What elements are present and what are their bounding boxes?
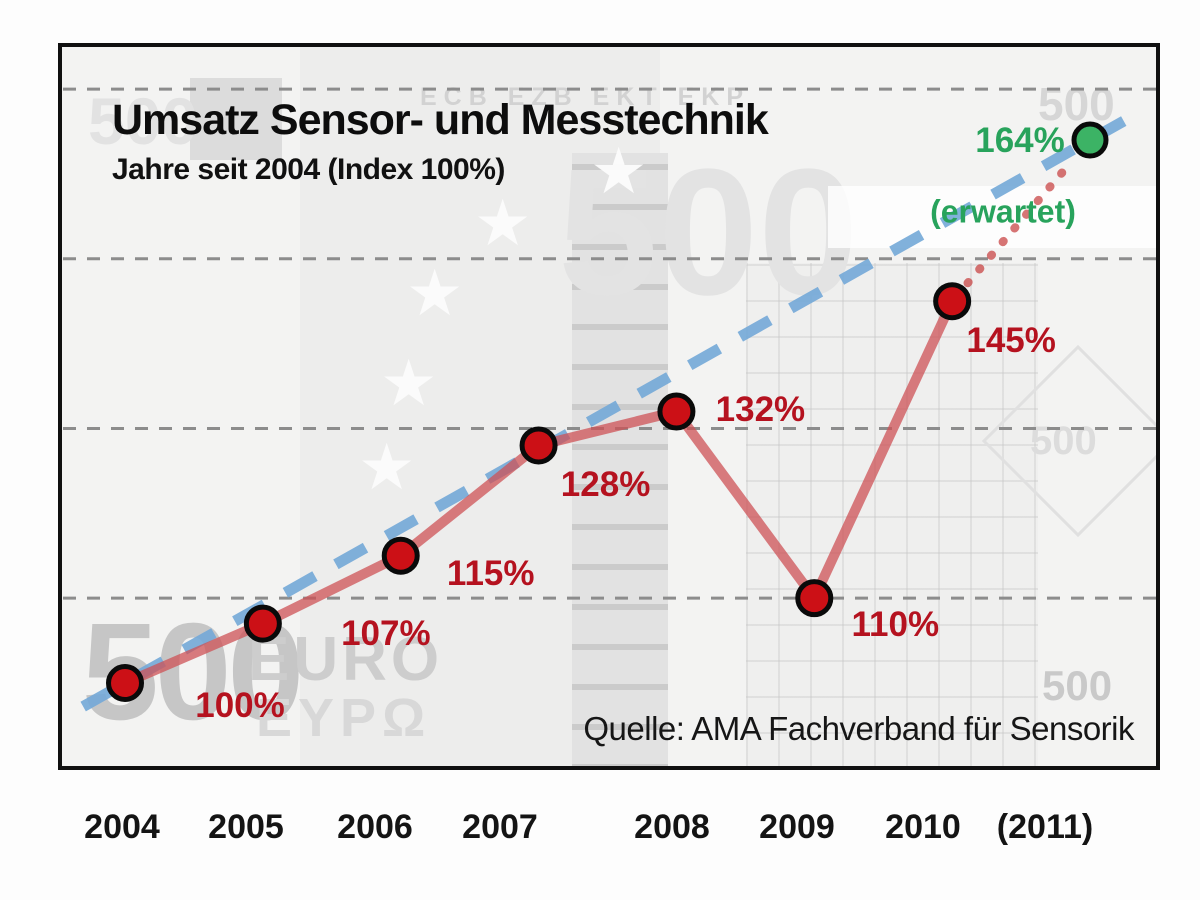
x-axis-label-2009: 2009 bbox=[759, 808, 835, 846]
x-axis-label-2010: 2010 bbox=[885, 808, 961, 846]
chart-title: Umsatz Sensor- und Messtechnik bbox=[112, 96, 769, 144]
star-icon: ★ bbox=[380, 347, 438, 419]
x-axis-label-2005: 2005 bbox=[208, 808, 284, 846]
watermark-euro: EURO bbox=[248, 625, 444, 694]
x-axis-label-2007: 2007 bbox=[462, 808, 538, 846]
banknote-window-grid bbox=[746, 263, 1038, 770]
source-attribution: Quelle: AMA Fachverband für Sensorik bbox=[583, 710, 1134, 747]
title-block: Umsatz Sensor- und Messtechnik Jahre sei… bbox=[112, 96, 769, 187]
x-axis-label-2004: 2004 bbox=[84, 808, 160, 846]
chart-subtitle: Jahre seit 2004 (Index 100%) bbox=[112, 153, 505, 187]
watermark-euro-greek: ΕΥΡΩ bbox=[256, 688, 432, 748]
x-axis-label-2008: 2008 bbox=[634, 808, 710, 846]
x-axis-label-2011: (2011) bbox=[996, 808, 1094, 846]
watermark-500-right: 500 bbox=[1030, 419, 1097, 463]
star-icon: ★ bbox=[358, 431, 416, 503]
watermark-500-bottom-right: 500 bbox=[1042, 662, 1113, 709]
star-icon: ★ bbox=[406, 257, 464, 329]
x-axis-label-2006: 2006 bbox=[337, 808, 413, 846]
banknote-light-band bbox=[828, 186, 1160, 248]
watermark-500-top-right: 500 bbox=[1038, 78, 1115, 130]
star-icon: ★ bbox=[474, 187, 532, 259]
